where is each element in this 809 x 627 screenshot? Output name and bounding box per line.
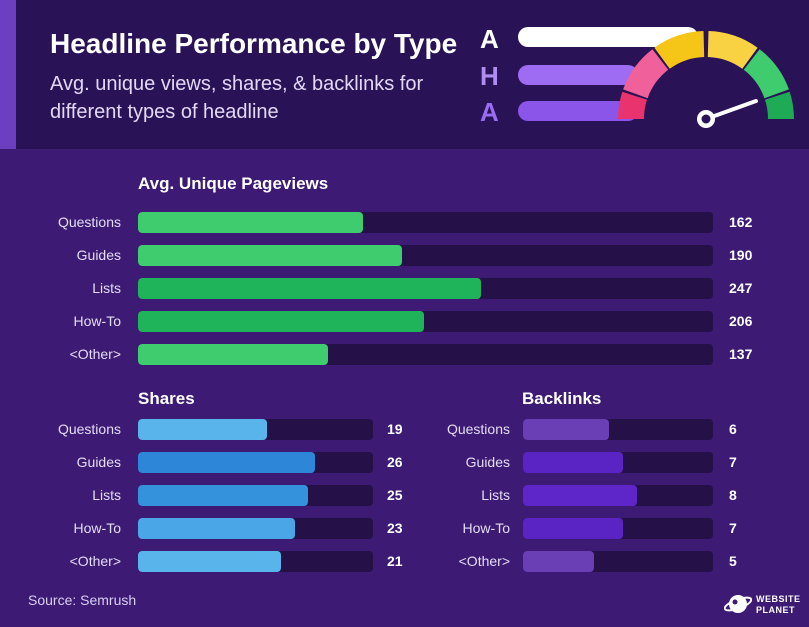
backlinks-value-label: 8 xyxy=(729,487,737,503)
source-note: Source: Semrush xyxy=(28,592,137,608)
shares-bar-track xyxy=(138,485,373,506)
pageviews-value-label: 162 xyxy=(729,214,753,230)
backlinks-bar xyxy=(523,551,594,572)
shares-section-title: Shares xyxy=(138,389,195,408)
shares-category-label: Guides xyxy=(76,454,121,470)
pageviews-category-label: <Other> xyxy=(69,346,121,362)
backlinks-bar-track xyxy=(523,485,713,506)
pageviews-value-label: 206 xyxy=(729,313,753,329)
website-planet-logo-text: WEBSITE PLANET xyxy=(756,594,801,616)
backlinks-category-label: <Other> xyxy=(458,553,510,569)
logo-line-2: PLANET xyxy=(756,605,795,615)
backlinks-section-title: Backlinks xyxy=(522,389,602,408)
aha-bar-white xyxy=(518,27,698,47)
shares-value-label: 21 xyxy=(387,553,403,569)
chart-title: Headline Performance by Type xyxy=(50,28,458,59)
backlinks-value-label: 7 xyxy=(729,454,737,470)
aha-letter-a-bottom: A xyxy=(480,97,499,127)
pageviews-bar-track xyxy=(138,245,713,266)
shares-value-label: 23 xyxy=(387,520,403,536)
aha-letter-h: H xyxy=(480,61,499,91)
pageviews-category-label: How-To xyxy=(73,313,121,329)
pageviews-category-label: Guides xyxy=(76,247,121,263)
shares-bar xyxy=(138,419,267,440)
backlinks-bar xyxy=(523,452,623,473)
backlinks-category-label: Questions xyxy=(446,421,510,437)
shares-category-label: Questions xyxy=(57,421,121,437)
gauge-segment-5 xyxy=(743,49,789,99)
backlinks-bar-track xyxy=(523,551,713,572)
shares-bar xyxy=(138,518,295,539)
logo-line-1: WEBSITE xyxy=(756,594,801,604)
pageviews-value-label: 137 xyxy=(729,346,753,362)
pageviews-bar-track xyxy=(138,278,713,299)
shares-value-label: 25 xyxy=(387,487,403,503)
backlinks-category-label: Guides xyxy=(465,454,510,470)
pageviews-value-label: 247 xyxy=(729,280,753,296)
gauge-segment-6 xyxy=(765,91,794,119)
shares-bar xyxy=(138,551,281,572)
shares-bar-track xyxy=(138,551,373,572)
pageviews-bar-track xyxy=(138,311,713,332)
backlinks-bar-track xyxy=(523,518,713,539)
backlinks-category-label: How-To xyxy=(462,520,510,536)
gauge xyxy=(618,31,794,128)
pageviews-value-label: 190 xyxy=(729,247,753,263)
pageviews-bar xyxy=(138,245,402,266)
pageviews-bar-track xyxy=(138,212,713,233)
website-planet-logo-icon xyxy=(724,595,752,613)
backlinks-value-label: 5 xyxy=(729,553,737,569)
aha-bar-violet xyxy=(518,65,638,85)
backlinks-bar xyxy=(523,518,623,539)
pageviews-bar xyxy=(138,278,481,299)
shares-bar-track xyxy=(138,452,373,473)
backlinks-bar-track xyxy=(523,452,713,473)
backlinks-bar xyxy=(523,419,609,440)
gauge-segment-4 xyxy=(707,31,758,69)
gauge-segment-2 xyxy=(623,49,669,99)
shares-bar xyxy=(138,452,315,473)
shares-category-label: Lists xyxy=(92,487,121,503)
aha-letter-a-top: A xyxy=(480,24,499,54)
shares-category-label: <Other> xyxy=(69,553,121,569)
backlinks-bar-track xyxy=(523,419,713,440)
pageviews-section-title: Avg. Unique Pageviews xyxy=(138,174,329,193)
pageviews-category-label: Questions xyxy=(57,214,121,230)
backlinks-bar xyxy=(523,485,637,506)
pageviews-bar xyxy=(138,212,363,233)
header-accent-strip xyxy=(0,0,16,149)
shares-bar-track xyxy=(138,419,373,440)
shares-value-label: 26 xyxy=(387,454,403,470)
gauge-pivot-hole xyxy=(701,114,711,124)
pageviews-category-label: Lists xyxy=(92,280,121,296)
gauge-segment-1 xyxy=(618,91,647,119)
gauge-segment-3 xyxy=(654,31,705,69)
shares-category-label: How-To xyxy=(73,520,121,536)
backlinks-category-label: Lists xyxy=(481,487,510,503)
pageviews-bar-track xyxy=(138,344,713,365)
pageviews-bar xyxy=(138,311,424,332)
shares-bar xyxy=(138,485,308,506)
shares-value-label: 19 xyxy=(387,421,403,437)
backlinks-value-label: 6 xyxy=(729,421,737,437)
aha-bar-purple xyxy=(518,101,638,121)
backlinks-value-label: 7 xyxy=(729,520,737,536)
header-banner: Headline Performance by Type Avg. unique… xyxy=(0,0,809,149)
aha-gauge-illustration: A H A xyxy=(480,24,794,128)
shares-bar-track xyxy=(138,518,373,539)
chart-subtitle: Avg. unique views, shares, & backlinks f… xyxy=(50,73,424,123)
pageviews-bar xyxy=(138,344,328,365)
